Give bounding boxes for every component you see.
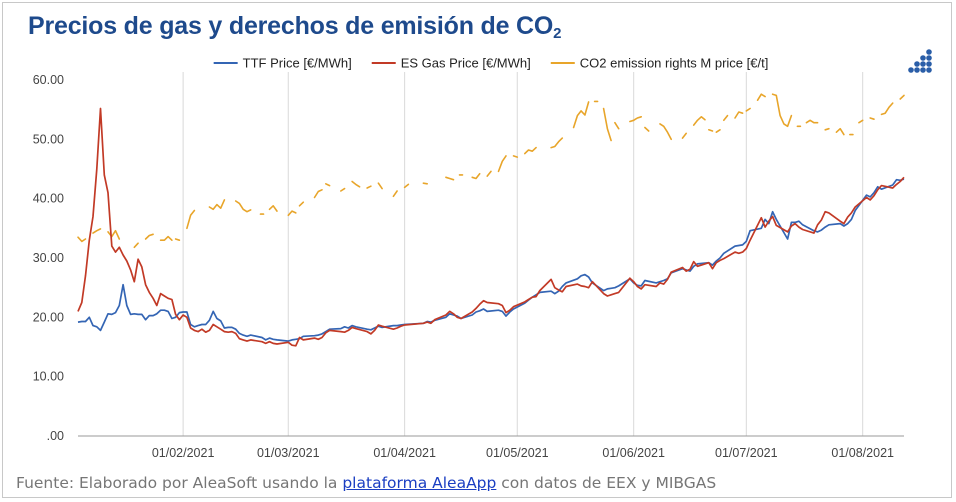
co2-line-segment — [771, 93, 793, 128]
y-tick-label: .00 — [47, 429, 64, 443]
series-layer — [77, 93, 905, 347]
x-tick-label: 01/06/2021 — [602, 446, 665, 460]
co2-line-segment — [715, 129, 721, 133]
co2-line-segment — [524, 146, 537, 155]
co2-line-segment — [174, 238, 181, 241]
y-axis-tick-labels: .00 10.00 20.00 30.00 40.00 50.00 60.00 — [33, 73, 64, 443]
co2-line-segment — [629, 116, 642, 123]
source-note-prefix: Fuente: Elaborado por AleaSoft usando la — [16, 474, 343, 492]
chart-title-text: Precios de gas y derechos de emisión de … — [28, 12, 554, 40]
x-tick-label: 01/07/2021 — [715, 446, 778, 460]
co2-line-segment — [708, 129, 714, 132]
source-note-suffix: con datos de EEX y MIBGAS — [496, 474, 717, 492]
series-ttf-price-line — [77, 178, 905, 342]
co2-line-segment — [692, 116, 706, 126]
co2-line-segment — [325, 183, 331, 187]
co2-line-segment — [805, 119, 819, 124]
co2-line-segment — [869, 117, 875, 120]
co2-line-segment — [159, 235, 173, 241]
co2-line-segment — [681, 132, 687, 139]
co2-line-segment — [486, 170, 492, 177]
legend-label: ES Gas Price [€/MWh] — [401, 56, 531, 71]
co2-line-segment — [403, 183, 410, 189]
logo-dot — [908, 67, 914, 73]
co2-line-segment — [756, 93, 766, 101]
aleaapp-link[interactable]: plataforma AleaApp — [342, 474, 497, 492]
x-tick-label: 01/08/2021 — [831, 446, 894, 460]
co2-line-segment — [133, 242, 139, 249]
co2-line-segment — [234, 200, 252, 213]
x-tick-label: 01/03/2021 — [257, 446, 320, 460]
co2-line-segment — [422, 182, 428, 185]
co2-line-segment — [572, 101, 590, 129]
co2-line-segment — [880, 102, 894, 116]
co2-line-segment — [899, 94, 905, 100]
co2-line-segment — [497, 155, 507, 173]
co2-line-segment — [445, 176, 455, 181]
x-axis-tick-labels: 01/02/2021 01/03/2021 01/04/2021 01/05/2021… — [152, 446, 894, 460]
co2-line-segment — [745, 107, 751, 112]
series-co2-emission-rights — [77, 93, 905, 249]
co2-line-segment — [92, 228, 102, 234]
co2-line-segment — [824, 127, 830, 131]
legend-label: CO2 emission rights M price [€/t] — [580, 56, 769, 71]
co2-line-segment — [77, 236, 87, 243]
logo-dot — [920, 61, 926, 67]
co2-line-segment — [268, 205, 278, 212]
legend-label: TTF Price [€/MWh] — [243, 56, 352, 71]
co2-line-segment — [602, 107, 612, 142]
logo-dot — [926, 49, 932, 55]
logo-dot — [920, 67, 926, 73]
logo-dot — [926, 61, 932, 67]
co2-line-segment — [835, 127, 845, 136]
x-tick-label: 01/04/2021 — [373, 446, 436, 460]
x-tick-label: 01/05/2021 — [486, 446, 549, 460]
co2-line-segment — [351, 180, 361, 188]
co2-line-segment — [186, 209, 196, 230]
series-es-gas-price-line — [77, 107, 905, 347]
co2-line-segment — [723, 114, 729, 122]
logo-dot — [914, 67, 920, 73]
y-tick-label: 10.00 — [33, 370, 64, 384]
chart-title-subscript: 2 — [553, 25, 562, 42]
co2-line-segment — [313, 189, 323, 199]
chart-title: Precios de gas y derechos de emisión de … — [28, 12, 562, 42]
co2-line-segment — [107, 229, 121, 240]
aleasoft-dots-logo-icon — [908, 49, 932, 73]
co2-line-segment — [208, 199, 226, 211]
co2-line-segment — [340, 187, 346, 192]
source-note: Fuente: Elaborado por AleaSoft usando la… — [16, 474, 716, 492]
y-tick-label: 40.00 — [33, 192, 64, 206]
x-tick-label: 01/02/2021 — [152, 446, 215, 460]
co2-line-segment — [298, 201, 305, 207]
logo-dot — [920, 55, 926, 61]
vertical-gridlines — [182, 72, 864, 436]
logo-dot — [914, 61, 920, 67]
co2-line-segment — [734, 111, 744, 119]
co2-line-segment — [659, 123, 672, 141]
co2-line-segment — [377, 182, 383, 190]
co2-line-segment — [287, 210, 297, 217]
co2-line-segment — [392, 190, 398, 198]
co2-line-segment — [858, 119, 864, 124]
y-tick-label: 30.00 — [33, 251, 64, 265]
y-tick-label: 50.00 — [33, 132, 64, 146]
logo-dot — [926, 55, 932, 61]
co2-line-segment — [144, 233, 154, 240]
co2-line-segment — [471, 172, 481, 180]
co2-line-segment — [366, 185, 372, 189]
co2-line-segment — [512, 155, 519, 158]
co2-line-segment — [550, 137, 564, 149]
co2-line-segment — [614, 121, 620, 130]
chart-legend: TTF Price [€/MWh] ES Gas Price [€/MWh] CO2… — [213, 56, 769, 71]
y-tick-label: 60.00 — [33, 73, 64, 87]
logo-dot — [926, 67, 932, 73]
co2-line-segment — [644, 126, 650, 132]
y-tick-label: 20.00 — [33, 310, 64, 324]
